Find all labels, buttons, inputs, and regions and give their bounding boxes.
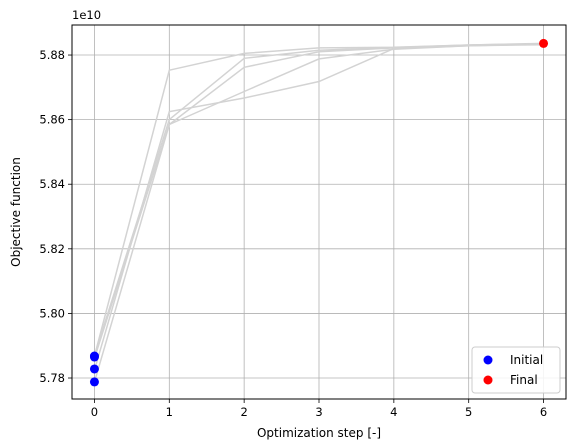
- x-tick-label: 6: [540, 405, 547, 419]
- legend-box: [471, 346, 561, 394]
- y-tick-label: 5.84: [39, 177, 65, 191]
- y-tick-label: 5.82: [39, 242, 65, 256]
- y-offset-label: 1e10: [72, 8, 101, 22]
- legend-label-final: Final: [510, 373, 538, 387]
- y-tick-label: 5.78: [39, 371, 65, 385]
- trajectory-line: [93, 42, 544, 356]
- final-point: [539, 38, 549, 48]
- y-axis-label: Objective function: [9, 157, 23, 267]
- x-tick-label: 2: [240, 405, 247, 419]
- grid: [72, 25, 566, 399]
- initial-point: [89, 364, 99, 374]
- initial-point: [89, 352, 99, 362]
- legend: Initial Final: [471, 346, 561, 394]
- x-axis-ticks: 0 1 2 3 4 5 6: [91, 399, 547, 419]
- y-tick-label: 5.86: [39, 113, 65, 127]
- legend-marker-initial: [483, 355, 493, 365]
- x-axis-label: Optimization step [-]: [257, 426, 381, 440]
- x-tick-label: 1: [166, 405, 173, 419]
- x-tick-label: 3: [315, 405, 322, 419]
- legend-label-initial: Initial: [510, 353, 543, 367]
- x-tick-label: 4: [390, 405, 397, 419]
- legend-marker-final: [483, 375, 493, 385]
- scatter-points: [89, 38, 549, 387]
- y-axis-ticks: 5.78 5.80 5.82 5.84 5.86 5.88: [39, 48, 72, 385]
- initial-point: [89, 377, 99, 387]
- y-tick-label: 5.80: [39, 306, 65, 320]
- x-tick-label: 0: [91, 405, 98, 419]
- y-tick-label: 5.88: [39, 48, 65, 62]
- trajectory-lines: [93, 42, 544, 383]
- x-tick-label: 5: [465, 405, 472, 419]
